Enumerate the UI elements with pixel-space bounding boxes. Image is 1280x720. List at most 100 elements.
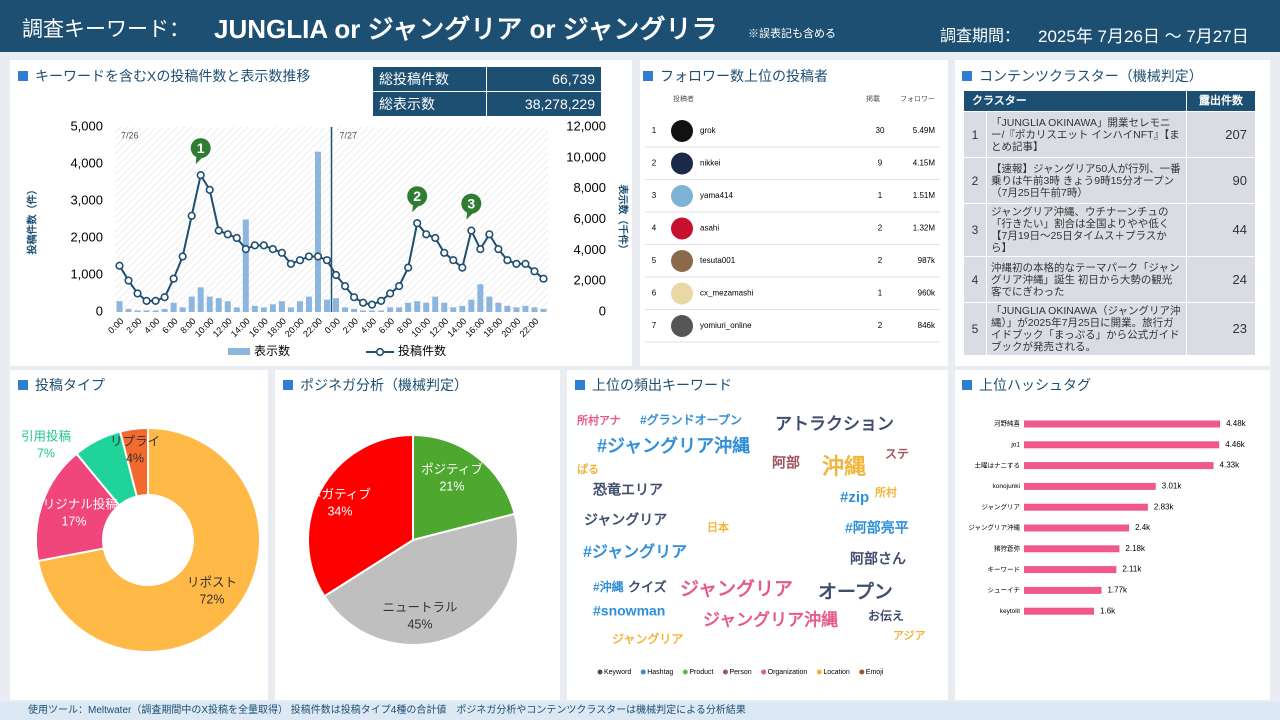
cluster-text: ジャングリア沖縄、ウチナーンチュの「行きたい」割合は全国よりやや低く【7月19日… — [986, 203, 1187, 257]
y-tick-label: 0 — [96, 303, 103, 318]
x-tick-label: 6:00 — [160, 316, 179, 335]
annotation: 7/27 — [340, 130, 358, 140]
value-label: 4.46k — [1225, 440, 1246, 449]
bar — [179, 307, 186, 312]
y-tick-label: 4,000 — [70, 155, 103, 170]
keyword: 所村 — [875, 485, 897, 499]
y-axis-title: 投稿件数（件） — [26, 185, 39, 255]
keyword: 阿部さん — [850, 551, 906, 567]
bar — [224, 301, 231, 312]
bar — [233, 307, 240, 312]
cluster-rank: 2 — [963, 157, 987, 204]
value-label: 2.83k — [1154, 502, 1175, 511]
bar — [468, 299, 475, 312]
y2-tick-label: 4,000 — [573, 242, 606, 257]
user-name: asahi — [700, 224, 719, 233]
y2-tick-label: 2,000 — [573, 273, 606, 288]
panel — [567, 370, 948, 700]
line-point — [449, 256, 458, 265]
line-point — [404, 263, 413, 272]
callout-marker — [190, 138, 211, 159]
line-point — [358, 298, 368, 307]
x-tick-label: 16:00 — [247, 316, 270, 339]
y2-axis-title: 表示数（千件） — [616, 184, 629, 255]
line-point — [512, 259, 521, 269]
y2-tick-label: 10,000 — [566, 149, 606, 164]
keyword: ジャングリア沖縄 — [703, 609, 838, 629]
callout-label: 2 — [413, 188, 421, 204]
bar — [1024, 462, 1214, 470]
bar — [486, 296, 493, 312]
x-tick-label: 14:00 — [229, 316, 252, 339]
line-point — [476, 245, 485, 254]
stats-table: 総投稿件数 66,739 総表示数 38,278,229 — [371, 66, 602, 117]
keyword: 阿部 — [772, 455, 800, 471]
bar — [251, 305, 258, 312]
slice-label: ネガティブ — [309, 486, 371, 501]
line-point — [331, 270, 341, 280]
line-point — [485, 230, 494, 239]
legend-label: Hashtag — [647, 669, 673, 676]
x-tick-label: 0:00 — [323, 316, 342, 335]
post-count: 2 — [878, 321, 883, 330]
keyword: 恐竜エリア — [593, 482, 663, 498]
category-label: jo1 — [1010, 442, 1020, 449]
bar — [143, 310, 150, 312]
value-label: 2.18k — [1125, 544, 1146, 553]
value-label: 2.4k — [1135, 523, 1151, 532]
category-label: konojunki — [993, 483, 1020, 490]
bar — [1024, 545, 1120, 553]
line-point — [223, 230, 232, 239]
avatar — [671, 152, 693, 175]
rank: 2 — [652, 159, 657, 168]
slice-value: 34% — [327, 504, 352, 518]
section-title: 上位ハッシュタグ — [962, 375, 1091, 395]
legend-label: Person — [729, 669, 751, 676]
line-point — [268, 245, 277, 254]
keyword: ジャングリア — [612, 631, 683, 646]
y-tick-label: 2,000 — [70, 229, 103, 244]
x-tick-label: 10:00 — [409, 316, 432, 339]
line-point — [295, 256, 305, 265]
keyword: クイズ — [628, 579, 667, 594]
legend-label: Emoji — [866, 669, 884, 676]
follower-count: 1.51M — [913, 191, 936, 200]
bar — [170, 302, 177, 312]
value-label: 1.77k — [1107, 586, 1128, 595]
bar — [441, 302, 448, 312]
cluster-row: 3 ジャングリア沖縄、ウチナーンチュの「行きたい」割合は全国よりやや低く【7月19… — [963, 203, 1256, 257]
bar — [197, 287, 204, 312]
bar — [387, 307, 394, 312]
bar — [405, 302, 412, 312]
y2-tick-label: 6,000 — [573, 211, 606, 226]
cluster-rank: 4 — [963, 256, 987, 303]
line-point — [241, 245, 250, 254]
user-name: nikkei — [700, 159, 721, 168]
keyword: #沖縄 — [593, 579, 624, 594]
bar — [278, 301, 285, 312]
line-point — [286, 259, 296, 269]
line-point — [322, 256, 332, 265]
keyword: アジア — [893, 629, 926, 642]
line-point — [214, 226, 223, 235]
column-header: 露出件数 — [1186, 90, 1256, 112]
note: ※誤表記も含める — [748, 28, 836, 40]
x-tick-label: 22:00 — [301, 316, 324, 339]
slice — [307, 433, 414, 598]
bar — [342, 307, 349, 312]
column-header: フォロワー — [900, 95, 935, 103]
rank: 7 — [652, 321, 657, 330]
x-tick-label: 18:00 — [481, 316, 504, 339]
line-point — [304, 252, 314, 261]
callout-marker — [407, 186, 428, 207]
keyword: #snowman — [593, 603, 665, 619]
bar — [450, 307, 457, 312]
line-point — [386, 289, 395, 298]
x-tick-label: 20:00 — [283, 316, 306, 339]
cluster-count: 44 — [1186, 203, 1256, 257]
line-point — [530, 267, 539, 276]
line-point — [503, 256, 512, 265]
bar — [269, 304, 276, 312]
legend-dot — [816, 669, 822, 675]
